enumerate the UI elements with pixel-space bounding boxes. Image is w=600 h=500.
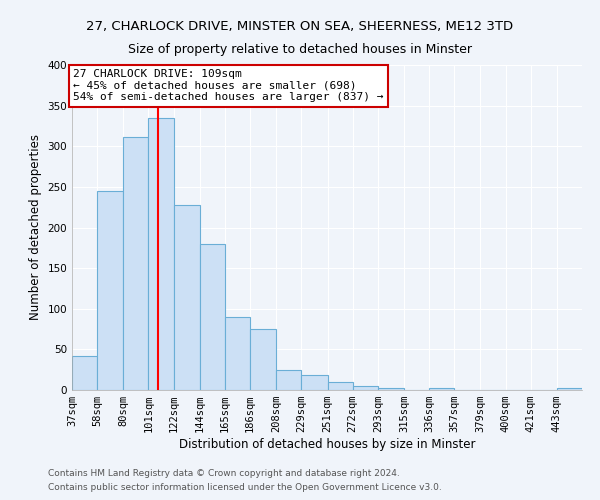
Bar <box>148 118 173 390</box>
Bar <box>353 386 378 390</box>
Text: Size of property relative to detached houses in Minster: Size of property relative to detached ho… <box>128 42 472 56</box>
Bar <box>225 317 250 390</box>
Bar <box>557 388 582 390</box>
Bar <box>301 376 328 390</box>
Bar <box>429 388 454 390</box>
Bar <box>97 191 124 390</box>
X-axis label: Distribution of detached houses by size in Minster: Distribution of detached houses by size … <box>179 438 475 451</box>
Bar <box>173 205 200 390</box>
Bar <box>250 329 276 390</box>
Text: 27 CHARLOCK DRIVE: 109sqm
← 45% of detached houses are smaller (698)
54% of semi: 27 CHARLOCK DRIVE: 109sqm ← 45% of detac… <box>73 69 383 102</box>
Bar <box>72 356 97 390</box>
Text: 27, CHARLOCK DRIVE, MINSTER ON SEA, SHEERNESS, ME12 3TD: 27, CHARLOCK DRIVE, MINSTER ON SEA, SHEE… <box>86 20 514 33</box>
Text: Contains HM Land Registry data © Crown copyright and database right 2024.: Contains HM Land Registry data © Crown c… <box>48 468 400 477</box>
Bar <box>200 244 225 390</box>
Bar <box>378 388 404 390</box>
Text: Contains public sector information licensed under the Open Government Licence v3: Contains public sector information licen… <box>48 484 442 492</box>
Bar <box>276 370 301 390</box>
Bar <box>124 136 148 390</box>
Y-axis label: Number of detached properties: Number of detached properties <box>29 134 42 320</box>
Bar <box>328 382 353 390</box>
